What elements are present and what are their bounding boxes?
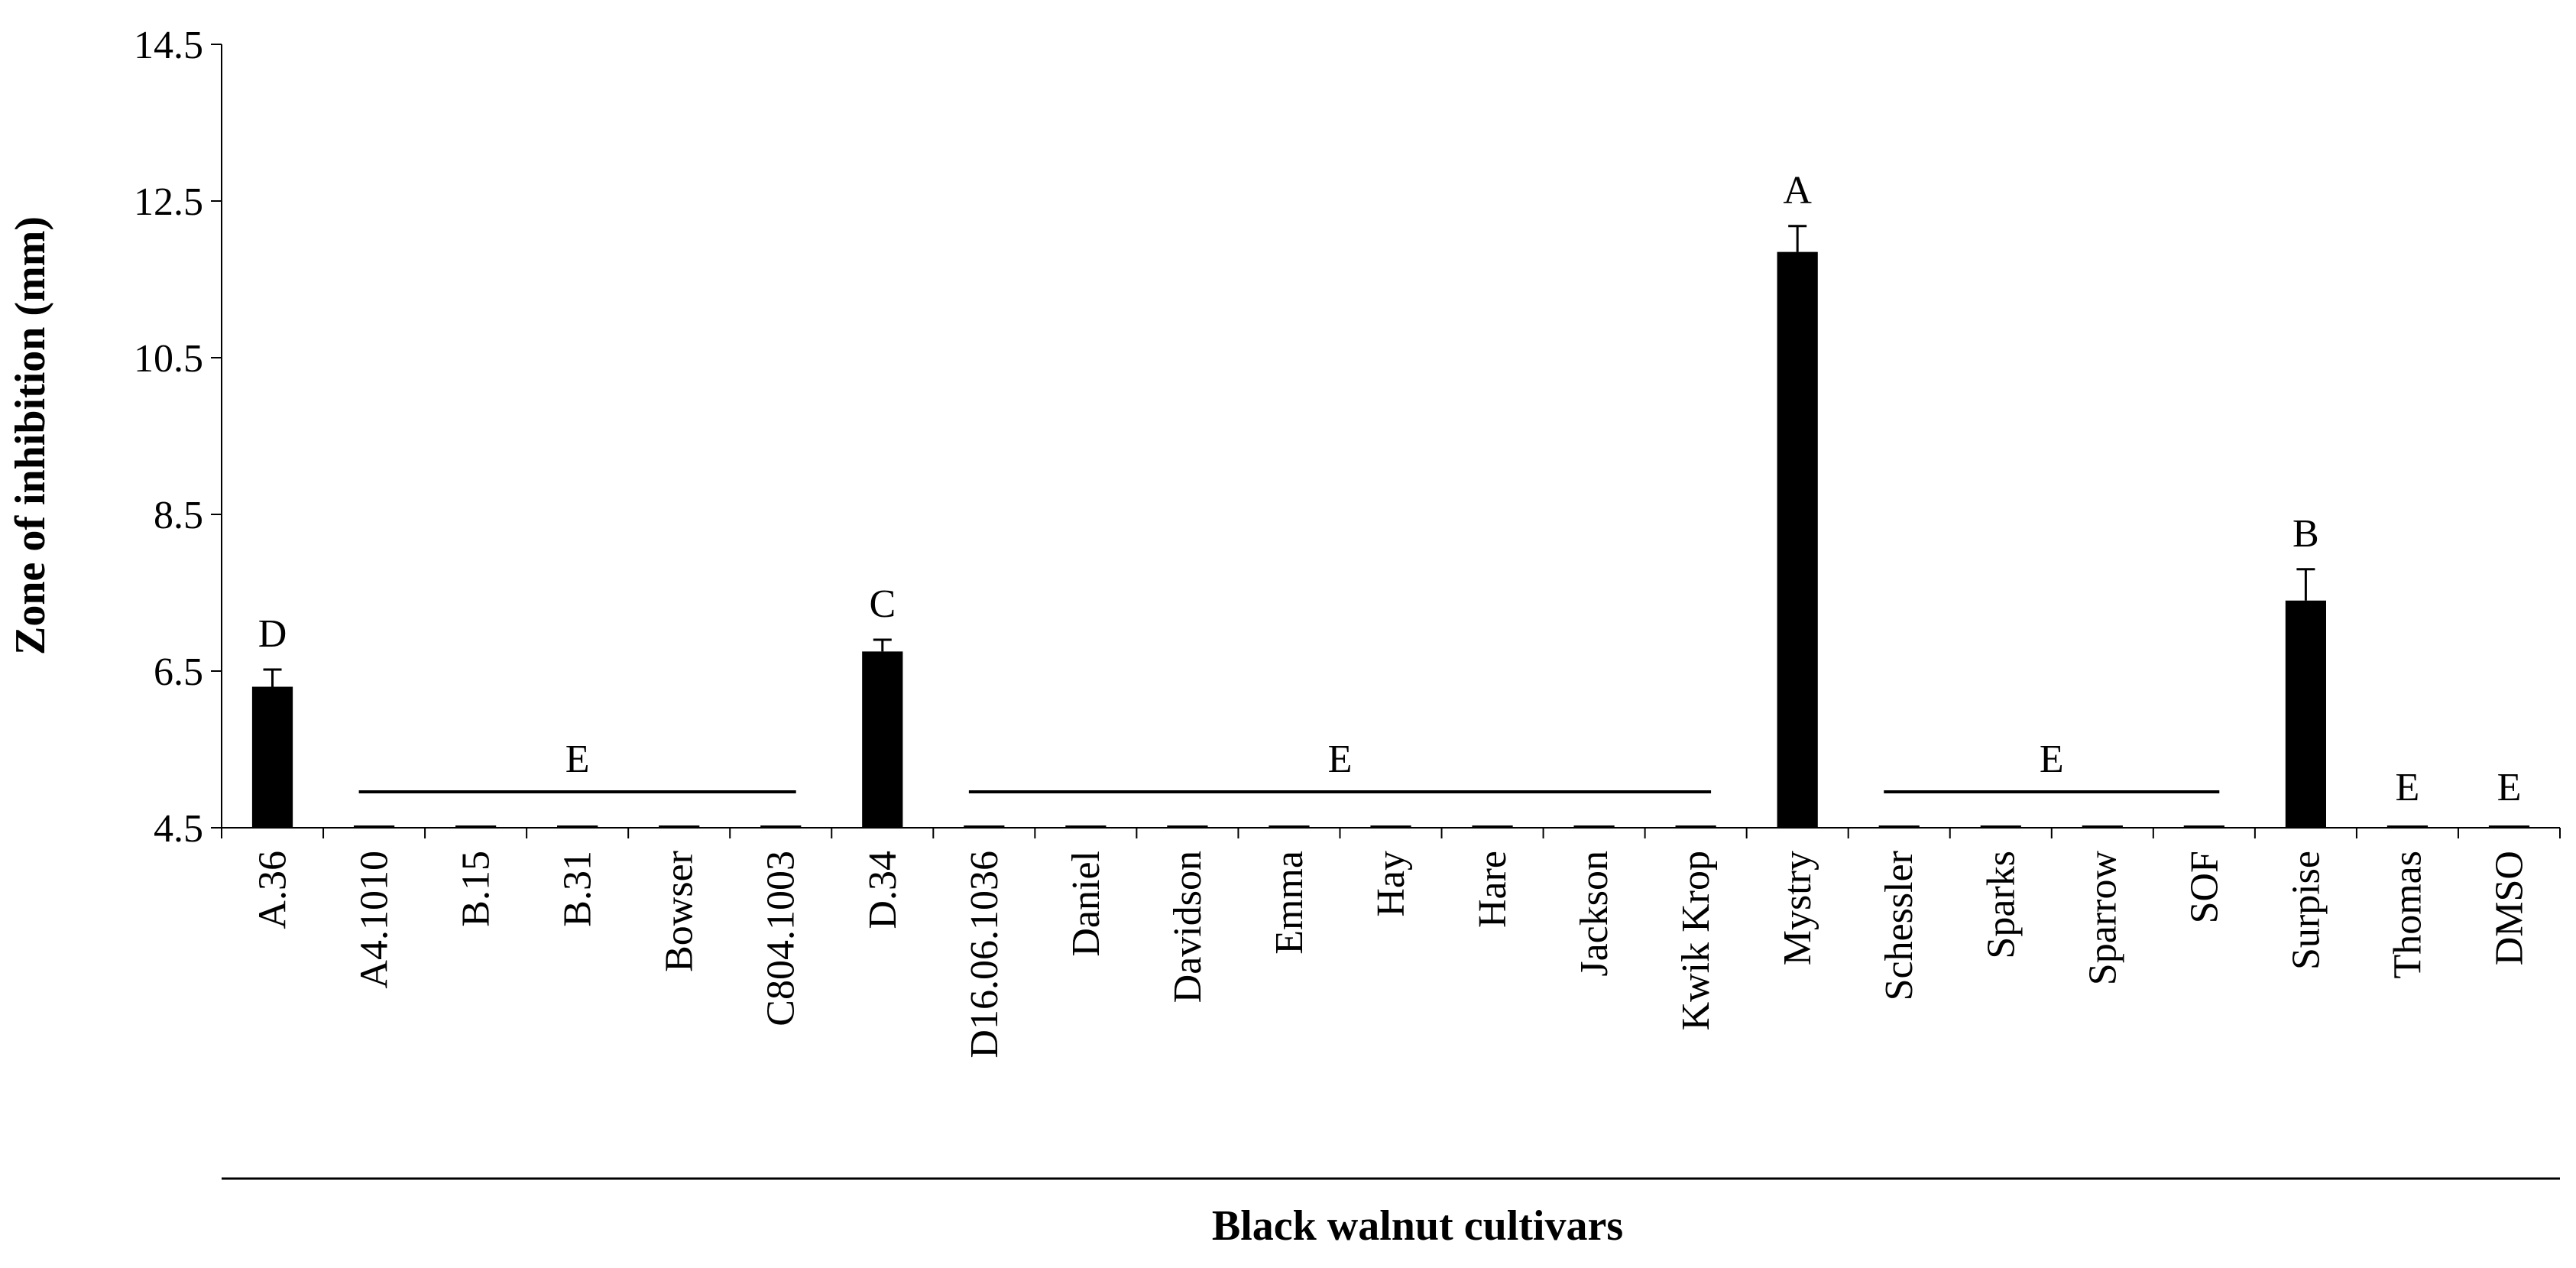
category-label: D.34 bbox=[861, 851, 905, 929]
category-label: Bowser bbox=[658, 851, 702, 972]
significance-letter: A bbox=[1783, 169, 1812, 212]
category-label: Mystry bbox=[1776, 851, 1819, 965]
category-label: Daniel bbox=[1064, 851, 1108, 957]
bar bbox=[1370, 825, 1411, 828]
bar bbox=[1878, 825, 1920, 828]
bar bbox=[862, 651, 903, 828]
category-label: Sparks bbox=[1979, 851, 2023, 959]
category-label: SOF bbox=[2182, 851, 2226, 923]
category-label: A4.1010 bbox=[353, 851, 397, 989]
bar bbox=[1777, 251, 1818, 828]
bar bbox=[557, 825, 598, 828]
category-label: Sparrow bbox=[2081, 851, 2124, 986]
x-axis-title: Black walnut cultivars bbox=[1212, 1202, 1623, 1250]
bar bbox=[659, 825, 700, 828]
y-tick-label: 12.5 bbox=[134, 180, 203, 224]
category-label: Jackson bbox=[1573, 851, 1616, 977]
significance-letter: E bbox=[2040, 738, 2064, 781]
bar bbox=[2082, 825, 2123, 828]
y-tick-label: 10.5 bbox=[134, 337, 203, 381]
bar bbox=[353, 825, 395, 828]
category-label: Hare bbox=[1471, 851, 1515, 928]
bar bbox=[1065, 825, 1107, 828]
bar bbox=[964, 825, 1005, 828]
category-label: Kwik Krop bbox=[1674, 851, 1718, 1030]
bar bbox=[1269, 825, 1310, 828]
bars bbox=[251, 225, 2530, 828]
category-label: C804.1003 bbox=[760, 851, 803, 1026]
category-label: Hay bbox=[1369, 851, 1413, 917]
bar bbox=[2285, 600, 2326, 828]
bar bbox=[2488, 825, 2530, 828]
y-axis-title: Zone of inhibition (mm) bbox=[7, 216, 54, 655]
significance-letter: C bbox=[869, 582, 896, 626]
x-axis: A.36 A4.1010 B.15 B.31 Bowser C804.1003 D.34 D1… bbox=[221, 827, 2561, 1059]
bar bbox=[1573, 825, 1615, 828]
significance-letter: E bbox=[2497, 766, 2522, 809]
bar bbox=[1167, 825, 1208, 828]
category-label: D16.06.1036 bbox=[963, 851, 1006, 1059]
bar bbox=[2183, 825, 2224, 828]
category-label: Surpise bbox=[2284, 851, 2328, 970]
y-axis: 4.5 6.5 8.5 10.5 12.5 14.5 bbox=[134, 24, 222, 851]
y-tick-label: 4.5 bbox=[154, 807, 203, 851]
significance-letter: D bbox=[258, 612, 287, 656]
category-label: Davidson bbox=[1166, 851, 1210, 1003]
category-label: B.15 bbox=[455, 851, 498, 927]
bar bbox=[1472, 825, 1513, 828]
category-label: Thomas bbox=[2386, 851, 2429, 979]
significance-letter: E bbox=[2396, 766, 2420, 809]
category-label: A.36 bbox=[251, 851, 295, 929]
bar bbox=[455, 825, 497, 828]
category-label: Emma bbox=[1268, 851, 1311, 955]
bar bbox=[760, 825, 802, 828]
significance-letter: B bbox=[2292, 512, 2319, 556]
bar bbox=[2386, 825, 2429, 828]
y-tick-label: 8.5 bbox=[154, 494, 203, 537]
significance-letter: E bbox=[1328, 738, 1353, 781]
category-label: B.31 bbox=[556, 851, 600, 927]
significance-letter: E bbox=[565, 738, 590, 781]
bar bbox=[1980, 825, 2021, 828]
y-tick-label: 6.5 bbox=[154, 650, 203, 694]
y-tick-label: 14.5 bbox=[134, 24, 203, 67]
significance-annotations: D E C E A E B E E bbox=[258, 169, 2522, 809]
bar bbox=[1675, 825, 1716, 828]
category-label: DMSO bbox=[2487, 851, 2531, 965]
category-label: Schessler bbox=[1878, 851, 1921, 1000]
bar bbox=[251, 686, 293, 828]
